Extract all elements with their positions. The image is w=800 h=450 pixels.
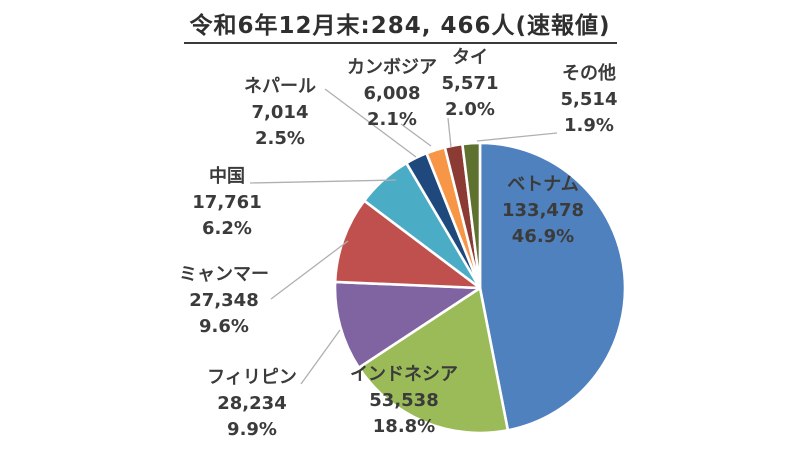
slice-percent: 9.9% <box>227 419 277 440</box>
slice-name: ミャンマー <box>179 264 269 285</box>
slice-value: 6,008 <box>363 83 421 104</box>
slice-value: 27,348 <box>189 290 259 311</box>
pie-label-indonesia: インドネシア 53,538 18.8% <box>350 362 458 440</box>
chart-title: 令和6年12月末:284, 466人(速報値) <box>183 6 617 44</box>
pie-label-cambodia: カンボジア 6,008 2.1% <box>347 55 437 133</box>
slice-name: ベトナム <box>507 174 579 195</box>
slice-name: フィリピン <box>207 367 297 388</box>
pie-label-philippines: フィリピン 28,234 9.9% <box>207 365 297 443</box>
pie-slice-myanmar <box>333 199 482 290</box>
leader-line-china <box>249 179 397 184</box>
slice-percent: 1.9% <box>564 115 614 136</box>
slice-percent: 2.5% <box>255 128 305 149</box>
slice-value: 5,514 <box>560 89 618 110</box>
pie-label-others: その他 5,514 1.9% <box>561 61 618 139</box>
slice-value: 28,234 <box>217 393 287 414</box>
leader-line-others <box>476 132 558 142</box>
pie-label-china: 中国 17,761 6.2% <box>192 164 261 242</box>
title-container: 令和6年12月末:284, 466人(速報値) <box>0 6 800 44</box>
slice-percent: 18.8% <box>372 416 436 437</box>
slice-percent: 9.6% <box>199 316 249 337</box>
pie-slice-vietnam <box>478 141 627 432</box>
slice-name: カンボジア <box>347 57 437 78</box>
leader-line-philippines <box>300 329 341 385</box>
leader-line-nepal <box>324 88 417 158</box>
slice-percent: 46.9% <box>511 226 575 247</box>
pie-slice-others <box>461 141 482 290</box>
slice-name: ネパール <box>244 76 316 97</box>
leader-line-thailand <box>447 117 452 148</box>
pie-label-vietnam: ベトナム 133,478 46.9% <box>502 172 584 250</box>
pie-slice-indonesia <box>357 286 510 435</box>
slice-value: 7,014 <box>251 102 309 123</box>
pie-slice-philippines <box>333 280 482 369</box>
slice-name: その他 <box>562 63 616 84</box>
slice-percent: 2.0% <box>445 99 495 120</box>
leader-line-cambodia <box>400 123 432 147</box>
slice-name: タイ <box>452 47 488 68</box>
slice-name: インドネシア <box>350 364 458 385</box>
slice-value: 133,478 <box>502 200 584 221</box>
slice-value: 5,571 <box>441 73 499 94</box>
leader-line-myanmar <box>270 240 349 300</box>
slice-value: 53,538 <box>369 390 439 411</box>
pie-label-thailand: タイ 5,571 2.0% <box>442 45 499 123</box>
slice-value: 17,761 <box>192 192 262 213</box>
slice-percent: 6.2% <box>202 218 252 239</box>
pie-label-myanmar: ミャンマー 27,348 9.6% <box>179 262 269 340</box>
slice-percent: 2.1% <box>367 109 417 130</box>
slice-name: 中国 <box>209 166 245 187</box>
pie-label-nepal: ネパール 7,014 2.5% <box>244 74 316 152</box>
